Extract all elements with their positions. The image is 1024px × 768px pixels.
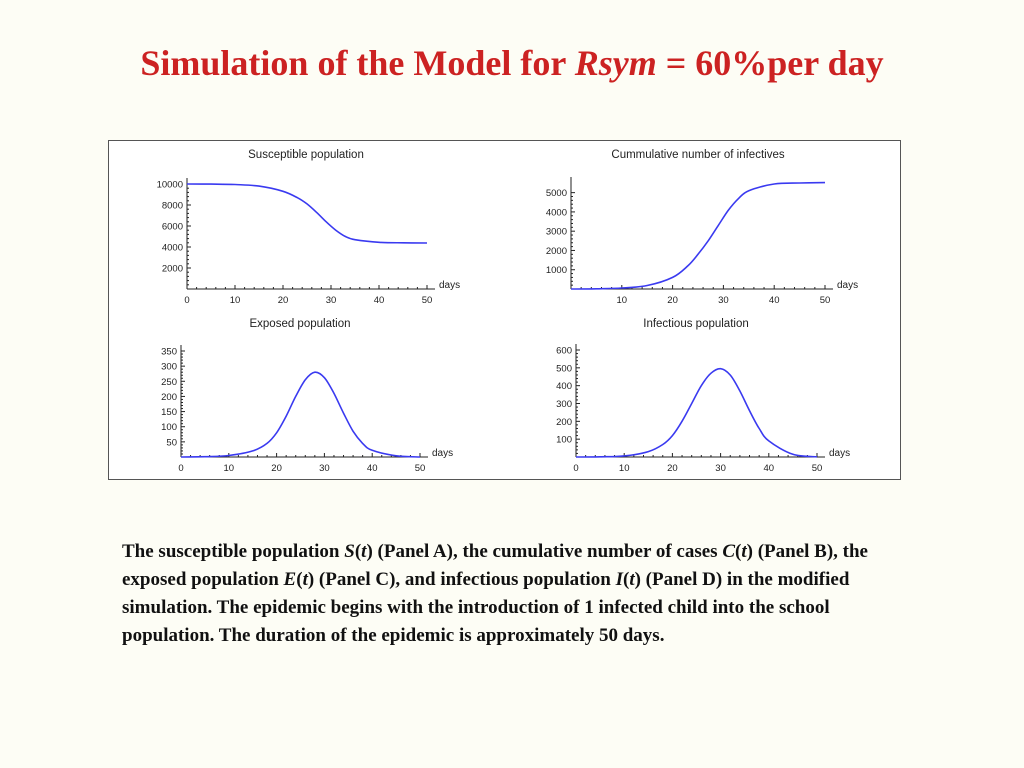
panel-2-y-tick-label: 4000 — [546, 207, 567, 218]
panel-2-y-tick-label: 3000 — [546, 227, 567, 238]
figure-panel-grid: Susceptible population 0 10 20 30 40 50 2000 400… — [108, 140, 901, 480]
panel-2-x-tick-label: 10 — [617, 295, 628, 306]
panel-3-y-tick-label: 200 — [161, 392, 177, 403]
panel-4-y-tick-label: 500 — [556, 363, 572, 374]
panel-1-y-tick-label: 8000 — [162, 201, 183, 212]
panel-2-x-tick-label: 20 — [667, 295, 678, 306]
panel-1-x-tick-label: 20 — [278, 295, 289, 306]
panel-2-y-tick-label: 2000 — [546, 246, 567, 257]
panel-3-x-tick-label: 10 — [224, 463, 235, 474]
panel-2-y-tick-label: 5000 — [546, 188, 567, 199]
panel-3-y-tick-label: 100 — [161, 422, 177, 433]
panel-3-x-tick-label: 20 — [271, 463, 282, 474]
panel-4-title: Infectious population — [643, 318, 749, 330]
panel-1-y-tick-label: 4000 — [162, 243, 183, 254]
panel-3-x-tick-label: 50 — [415, 463, 426, 474]
panel-1-x-axis-label: days — [439, 280, 460, 291]
panel-3-series-line — [180, 371, 421, 458]
panel-1-x-tick-label: 30 — [326, 295, 337, 306]
panel-4-x-tick-label: 40 — [764, 463, 775, 474]
panel-2-series-line — [570, 181, 826, 290]
panel-4-y-tick-label: 300 — [556, 399, 572, 410]
panel-1-series-line — [186, 183, 428, 244]
panel-3-x-tick-label: 30 — [319, 463, 330, 474]
panel-2-x-axis-label: days — [837, 280, 858, 291]
panel-2-y-tick-label: 1000 — [546, 265, 567, 276]
panel-1-x-tick-label: 50 — [422, 295, 433, 306]
figure-caption: The susceptible population S(t) (Panel A… — [122, 541, 868, 646]
panel-4-y-tick-label: 600 — [556, 346, 572, 357]
panel-4-x-axis-label: days — [829, 448, 850, 459]
panel-4-x-tick-label: 20 — [667, 463, 678, 474]
panel-1-y-tick-label: 2000 — [162, 264, 183, 275]
panel-2-x-tick-label: 50 — [820, 295, 831, 306]
panel-3-y-tick-label: 150 — [161, 407, 177, 418]
panel-2-x-tick-label: 40 — [769, 295, 780, 306]
panel-4-x-tick-label: 50 — [812, 463, 823, 474]
panel-4-x-tick-label: 10 — [619, 463, 630, 474]
panel-3-y-tick-label: 300 — [161, 362, 177, 373]
panel-2-x-tick-label: 30 — [718, 295, 729, 306]
panel-4-x-tick-label: 30 — [715, 463, 726, 474]
panel-1-y-tick-label: 6000 — [162, 222, 183, 233]
panel-3-y-tick-label: 250 — [161, 377, 177, 388]
panel-3-title: Exposed population — [249, 318, 350, 330]
panel-2-title: Cummulative number of infectives — [611, 149, 784, 161]
panel-3-x-tick-label: 0 — [178, 463, 183, 474]
panel-1-x-tick-label: 0 — [184, 295, 189, 306]
panel-4-series-line — [575, 367, 818, 458]
panel-1-x-tick-label: 40 — [374, 295, 385, 306]
panel-4-y-tick-label: 100 — [556, 435, 572, 446]
panel-4-x-tick-label: 0 — [573, 463, 578, 474]
panel-3-x-tick-label: 40 — [367, 463, 378, 474]
panel-4-y-tick-label: 400 — [556, 381, 572, 392]
panel-3-y-tick-label: 50 — [166, 437, 177, 448]
slide-title: Simulation of the Model for Rsym = 60%pe… — [140, 43, 884, 83]
panel-1-x-tick-label: 10 — [230, 295, 241, 306]
panel-1-y-tick-label: 10000 — [157, 180, 183, 191]
panel-1-title: Susceptible population — [248, 149, 364, 161]
panel-4-y-tick-label: 200 — [556, 417, 572, 428]
panel-3-y-tick-label: 350 — [161, 347, 177, 358]
panel-3-x-axis-label: days — [432, 448, 453, 459]
